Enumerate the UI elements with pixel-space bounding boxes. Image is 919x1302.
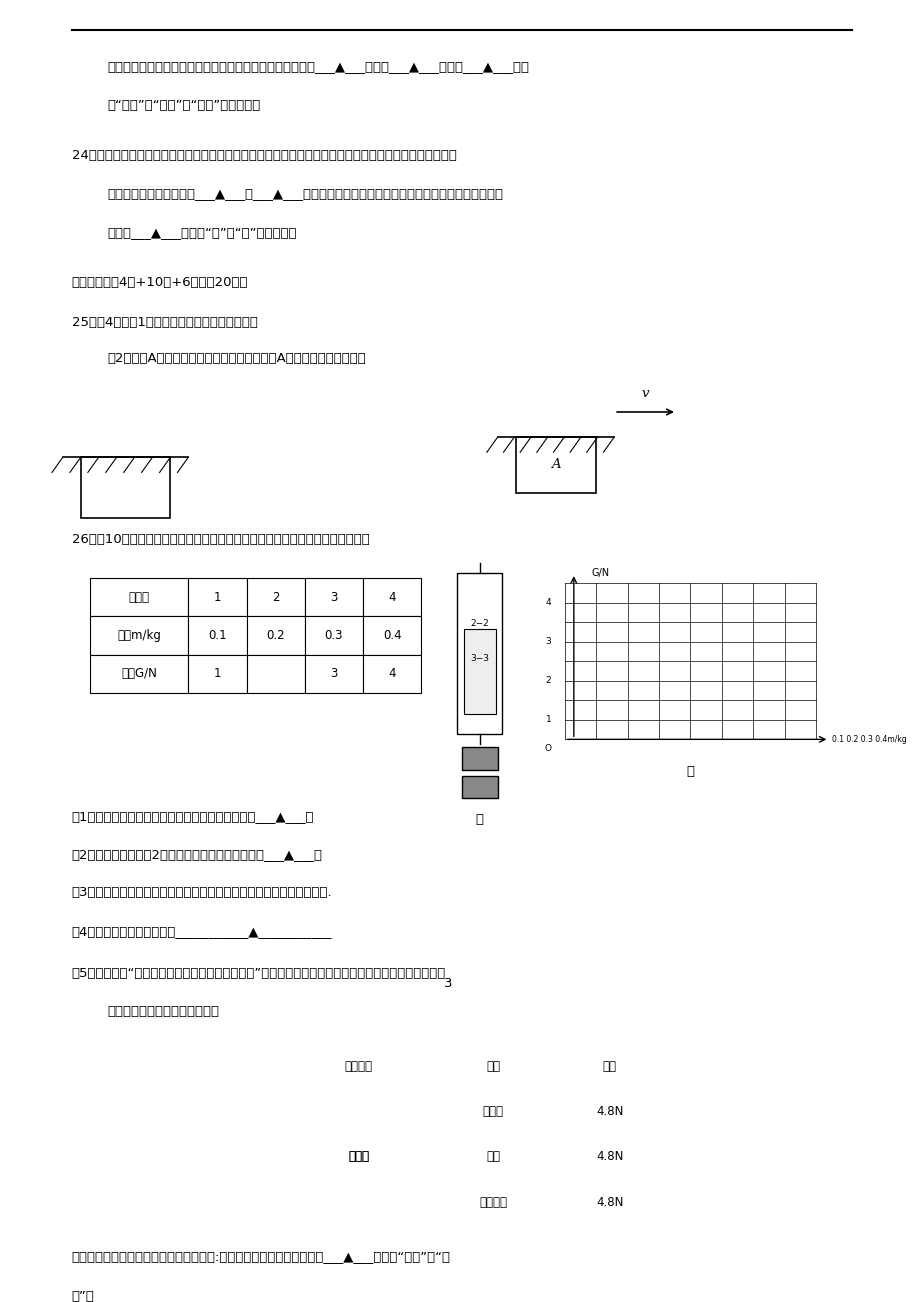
Bar — [287, 1043, 430, 1088]
Text: 乙: 乙 — [686, 764, 694, 777]
Text: 填“变大”、“变小”或“不变”）造成的。: 填“变大”、“变小”或“不变”）造成的。 — [108, 99, 261, 112]
Text: 关”）: 关”） — [72, 1290, 95, 1302]
Text: 3: 3 — [545, 637, 550, 646]
Text: 4.8N: 4.8N — [596, 1151, 623, 1164]
Bar — [363, 578, 421, 616]
Bar — [555, 1180, 663, 1225]
Text: 甲: 甲 — [475, 812, 483, 825]
Bar — [515, 437, 596, 492]
Text: 球形: 球形 — [485, 1151, 500, 1164]
Bar — [81, 457, 170, 518]
Text: （5）小华探究“物体重力的大小跟物体形状的关系”，她用橡皮泥为实验对象，将橡皮泥捏成各种形状进: （5）小华探究“物体重力的大小跟物体形状的关系”，她用橡皮泥为实验对象，将橡皮泥… — [72, 967, 446, 980]
Bar — [188, 616, 246, 655]
Text: 0.4: 0.4 — [382, 629, 401, 642]
Text: 性各不一样，这说明力的___▲___和___▲___不同，所产生的效果不同。比赛中用的排球制作时要选用: 性各不一样，这说明力的___▲___和___▲___不同，所产生的效果不同。比赛… — [108, 187, 503, 201]
Text: （2）如图甲所示是第2次测量中弹簧测力计的读数为___▲___。: （2）如图甲所示是第2次测量中弹簧测力计的读数为___▲___。 — [72, 848, 323, 861]
Text: 3−3: 3−3 — [470, 655, 489, 663]
Bar — [430, 1088, 555, 1134]
Text: 0.3: 0.3 — [324, 629, 343, 642]
Bar — [463, 629, 495, 715]
Text: 3: 3 — [330, 591, 337, 604]
Text: 正方体: 正方体 — [482, 1105, 503, 1118]
Text: 4: 4 — [388, 591, 395, 604]
Text: 2−2: 2−2 — [470, 618, 489, 628]
Bar — [363, 655, 421, 693]
Text: 三角锥形: 三角锥形 — [479, 1195, 506, 1208]
Text: 被测物体: 被测物体 — [345, 1060, 372, 1073]
Text: 弹性较___▲___（选填“大”或“小”）的材料。: 弹性较___▲___（选填“大”或“小”）的材料。 — [108, 225, 297, 238]
Bar — [304, 616, 363, 655]
Text: 4.8N: 4.8N — [596, 1195, 623, 1208]
Bar — [246, 655, 304, 693]
Bar — [430, 1043, 555, 1088]
Text: 橡皮泥: 橡皮泥 — [347, 1151, 369, 1164]
Text: 次　数: 次 数 — [129, 591, 149, 604]
Bar — [461, 776, 497, 798]
Bar — [363, 616, 421, 655]
Text: 形状: 形状 — [485, 1060, 500, 1073]
Bar — [287, 1180, 430, 1225]
Text: 0.2: 0.2 — [267, 629, 285, 642]
Text: 26．（10分）小明在探究物体所受重力与物体质量的关系时，实验记录如下表：: 26．（10分）小明在探究物体所受重力与物体质量的关系时，实验记录如下表： — [72, 533, 369, 546]
Text: 1: 1 — [213, 591, 221, 604]
Text: 行实验，实验数据如下表所示。: 行实验，实验数据如下表所示。 — [108, 1005, 220, 1018]
Text: 璃瓶已被冻裂，这是因为啤酒在凝固的过程中，啤酒的质量___▲___，密度___▲___，体积___▲___（选: 璃瓶已被冻裂，这是因为啤酒在凝固的过程中，啤酒的质量___▲___，密度___▲… — [108, 60, 529, 73]
Text: 25．（4分）（1）画出砖对地面的压力示意图。: 25．（4分）（1）画出砖对地面的压力示意图。 — [72, 316, 257, 329]
Text: 分析上述的实验数据，小华得出实验结论:物体重力的大小与物体的形状___▲___（选填“有关”或“无: 分析上述的实验数据，小华得出实验结论:物体重力的大小与物体的形状___▲___（… — [72, 1250, 450, 1263]
Bar — [188, 578, 246, 616]
Text: O: O — [544, 745, 550, 754]
Bar — [555, 1134, 663, 1180]
Text: （3）请你根据表格中的实验数据，在图乙中作出重力随质量变化的图像.: （3）请你根据表格中的实验数据，在图乙中作出重力随质量变化的图像. — [72, 887, 332, 900]
Text: 3: 3 — [444, 976, 452, 990]
Text: 四、解答题（4分+10分+6分，计20分）: 四、解答题（4分+10分+6分，计20分） — [72, 276, 248, 289]
Text: 4: 4 — [388, 668, 395, 681]
Text: 质量m/kg: 质量m/kg — [117, 629, 161, 642]
Text: 2: 2 — [272, 591, 279, 604]
Bar — [304, 578, 363, 616]
Text: 1: 1 — [213, 668, 221, 681]
Text: 0.1 0.2 0.3 0.4m/kg: 0.1 0.2 0.3 0.4m/kg — [831, 734, 906, 743]
Bar — [461, 747, 497, 769]
Text: G/N: G/N — [591, 568, 609, 578]
Text: 0.1: 0.1 — [208, 629, 226, 642]
Text: 24．在排球比赛中，二传手传过来的排球，主攻手用大小不变的力以不同方式扣球，球的落地点远近和旋转: 24．在排球比赛中，二传手传过来的排球，主攻手用大小不变的力以不同方式扣球，球的… — [72, 148, 456, 161]
Bar — [89, 655, 188, 693]
Text: （4）由图像可得出的结论：___________▲___________: （4）由图像可得出的结论：___________▲___________ — [72, 924, 332, 937]
Bar — [457, 573, 502, 734]
Text: 4: 4 — [545, 598, 550, 607]
Bar — [430, 1134, 555, 1180]
Bar — [246, 578, 304, 616]
Text: A: A — [550, 458, 560, 471]
Bar — [304, 655, 363, 693]
Text: 重力G/N: 重力G/N — [121, 668, 157, 681]
Text: 2: 2 — [545, 676, 550, 685]
Bar — [555, 1043, 663, 1088]
Bar — [89, 616, 188, 655]
Text: 橡皮泥: 橡皮泥 — [347, 1151, 369, 1164]
Bar — [430, 1180, 555, 1225]
Text: 3: 3 — [330, 668, 337, 681]
Bar — [287, 1134, 430, 1180]
Bar — [287, 1088, 430, 1134]
Text: 重力: 重力 — [602, 1060, 616, 1073]
Text: 1: 1 — [545, 715, 550, 724]
Text: （1）实验过程中，需要的测量工具有弹簧测力计和___▲___。: （1）实验过程中，需要的测量工具有弹簧测力计和___▲___。 — [72, 810, 314, 823]
Text: （2）物体A在水平面上向右做直线运动，画出A所受摩擦力的示意图。: （2）物体A在水平面上向右做直线运动，画出A所受摩擦力的示意图。 — [108, 352, 366, 365]
Bar — [246, 616, 304, 655]
Text: 4.8N: 4.8N — [596, 1105, 623, 1118]
Text: v: v — [641, 387, 649, 400]
Bar — [89, 578, 188, 616]
Bar — [555, 1088, 663, 1134]
Bar — [188, 655, 246, 693]
